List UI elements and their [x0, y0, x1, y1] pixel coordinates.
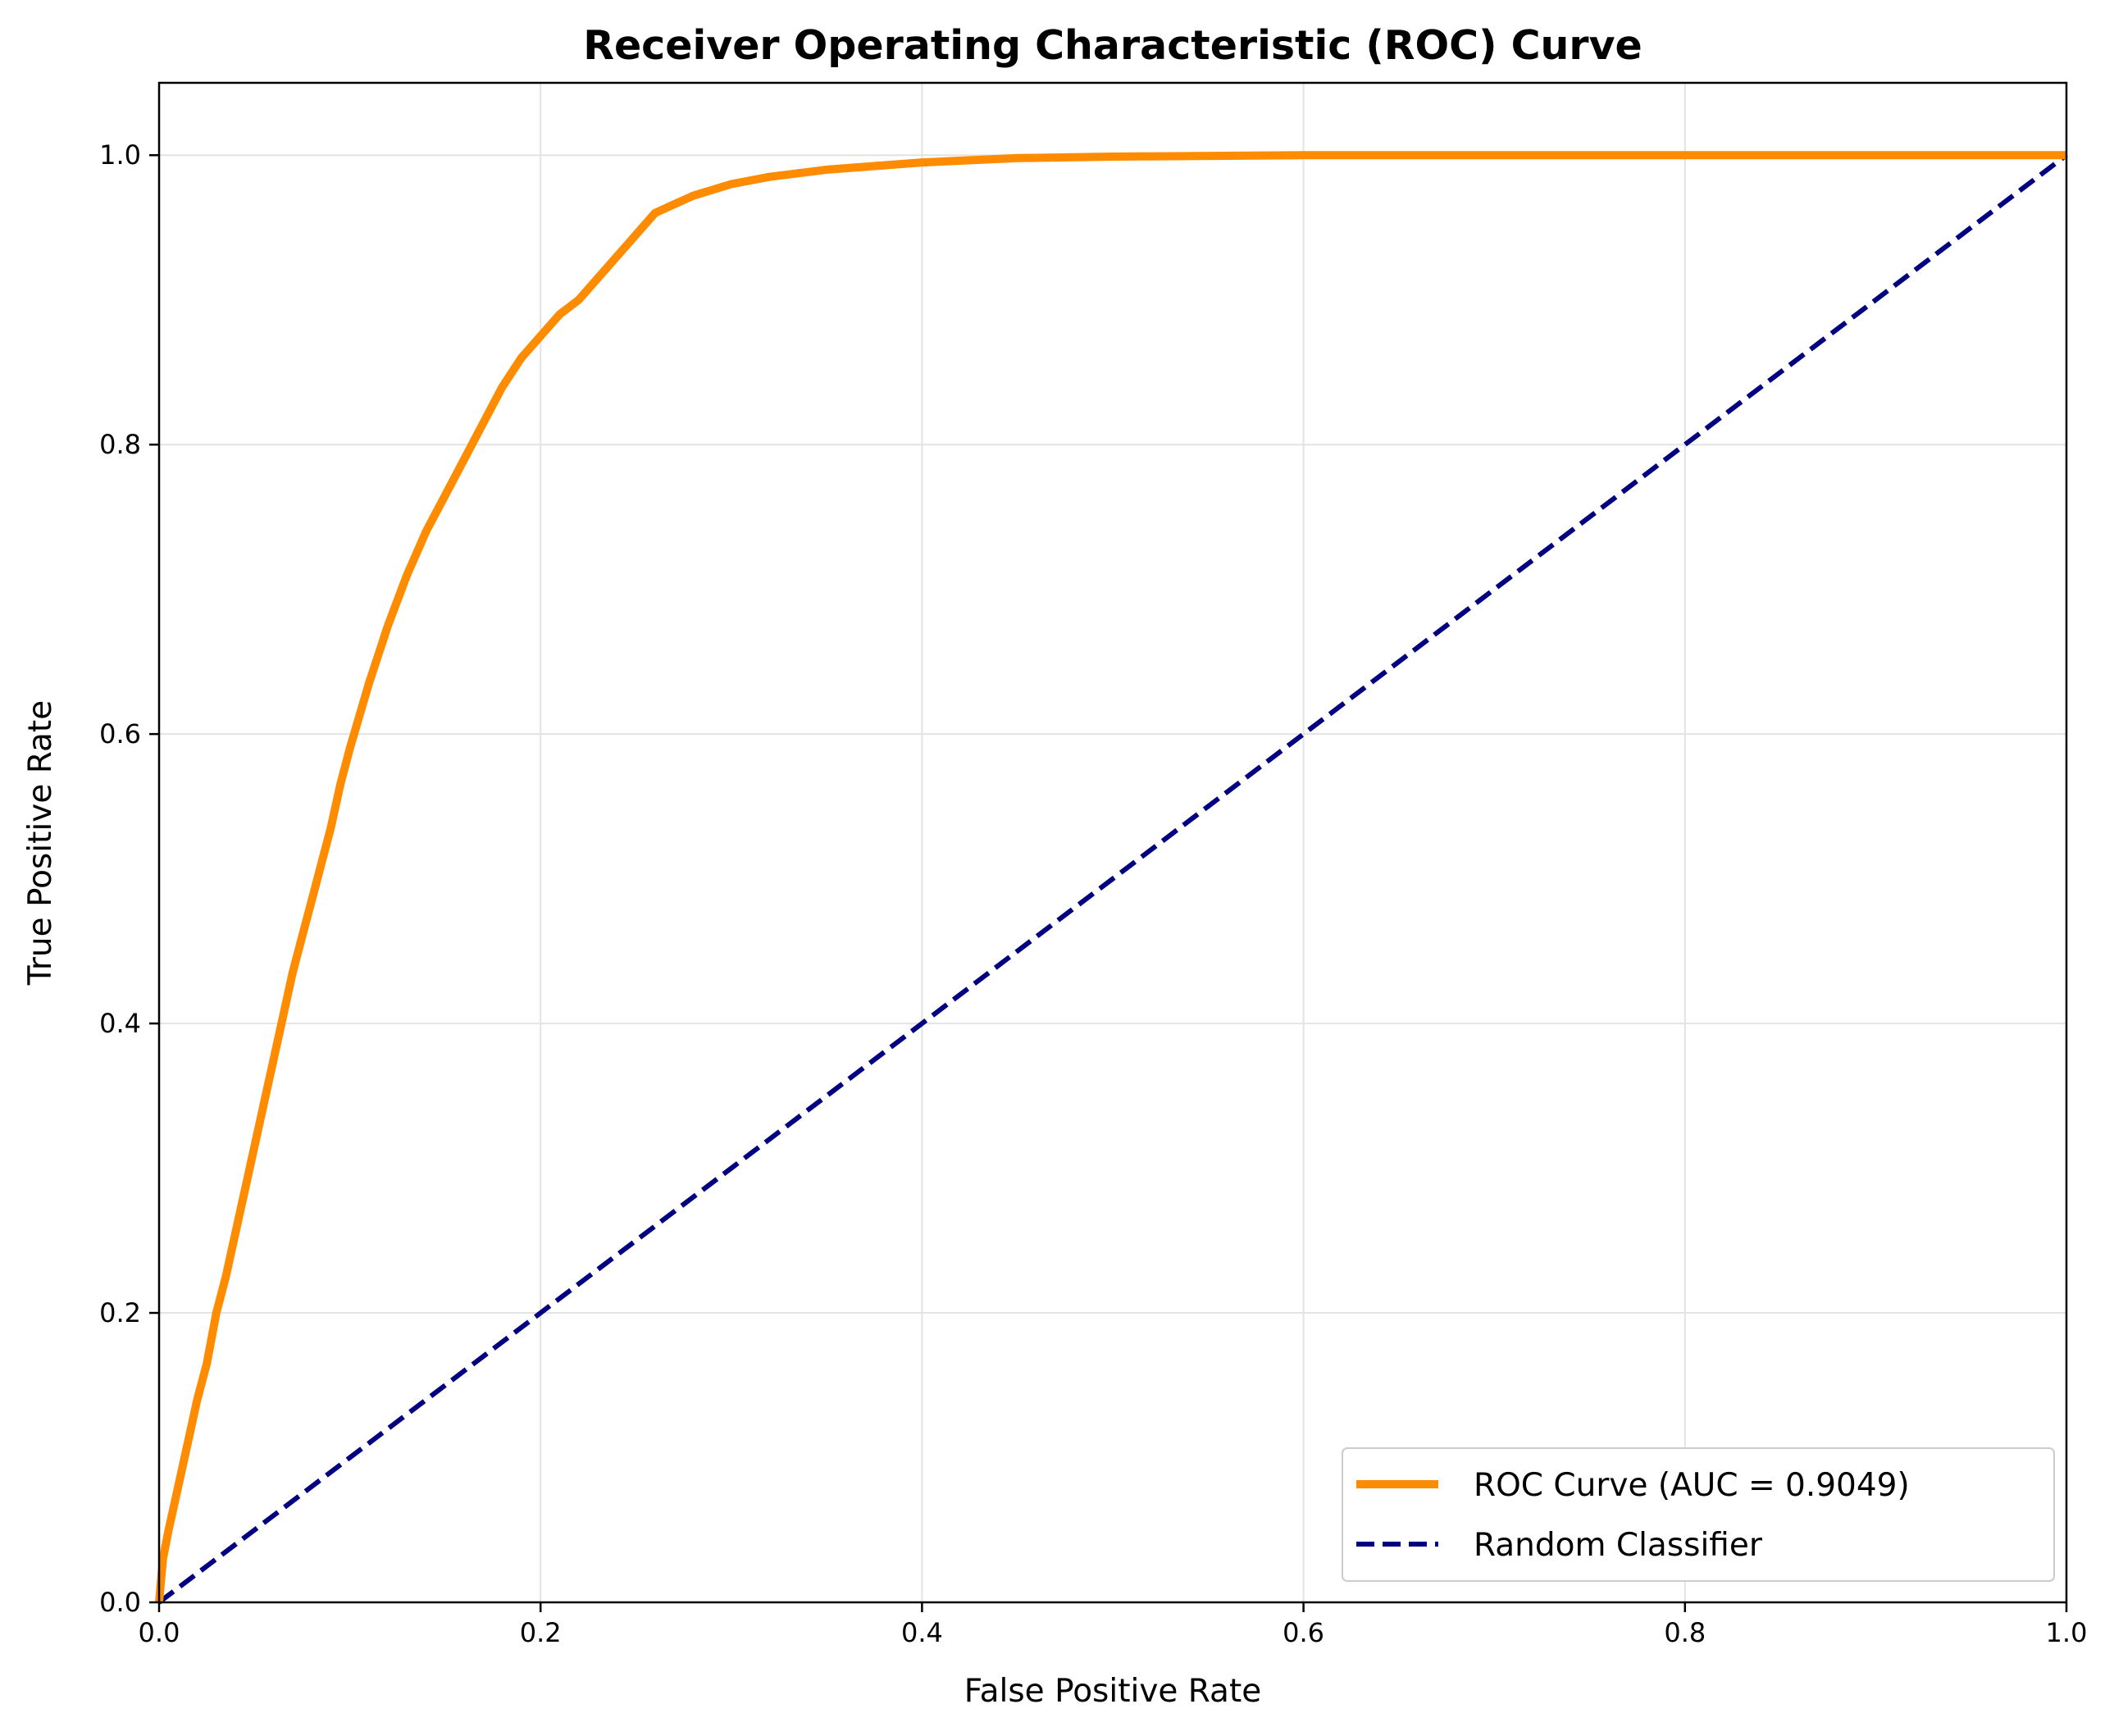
- legend-box: [1342, 1447, 2055, 1582]
- grid: [158, 83, 2067, 1603]
- y-tick-label: 0.2: [99, 1297, 141, 1328]
- y-tick-label: 0.8: [99, 429, 141, 460]
- plot-series: [155, 151, 2068, 1605]
- y-tick-label: 0.4: [99, 1008, 141, 1039]
- y-tick-label: 0.6: [99, 718, 141, 750]
- roc-curve-line: [155, 151, 2066, 1603]
- ticks: 0.0 0.2 0.4 0.6 0.8 1.0 0.0 0.2 0.4 0.6 0.8 1.0: [99, 139, 2087, 1648]
- legend-label-random: Random Classifier: [1474, 1527, 1763, 1564]
- x-tick-label: 0.8: [1664, 1617, 1706, 1648]
- y-tick-label: 1.0: [99, 139, 141, 171]
- x-tick-label: 0.6: [1283, 1617, 1324, 1648]
- x-tick-label: 0.4: [901, 1617, 943, 1648]
- x-axis-label: False Positive Rate: [964, 1673, 1261, 1710]
- y-tick-label: 0.0: [99, 1587, 141, 1618]
- legend-label-roc: ROC Curve (AUC = 0.9049): [1474, 1467, 1910, 1504]
- axes-frame: [157, 81, 2068, 1604]
- x-tick-label: 1.0: [2046, 1617, 2088, 1648]
- x-tick-label: 0.2: [520, 1617, 562, 1648]
- random-classifier-line: [157, 153, 2068, 1605]
- chart-title: Receiver Operating Characteristic (ROC) …: [583, 22, 1642, 69]
- x-tick-label: 0.0: [139, 1617, 180, 1648]
- y-axis-label: True Positive Rate: [22, 700, 59, 986]
- legend: ROC Curve (AUC = 0.9049) Random Classifi…: [1342, 1447, 2055, 1582]
